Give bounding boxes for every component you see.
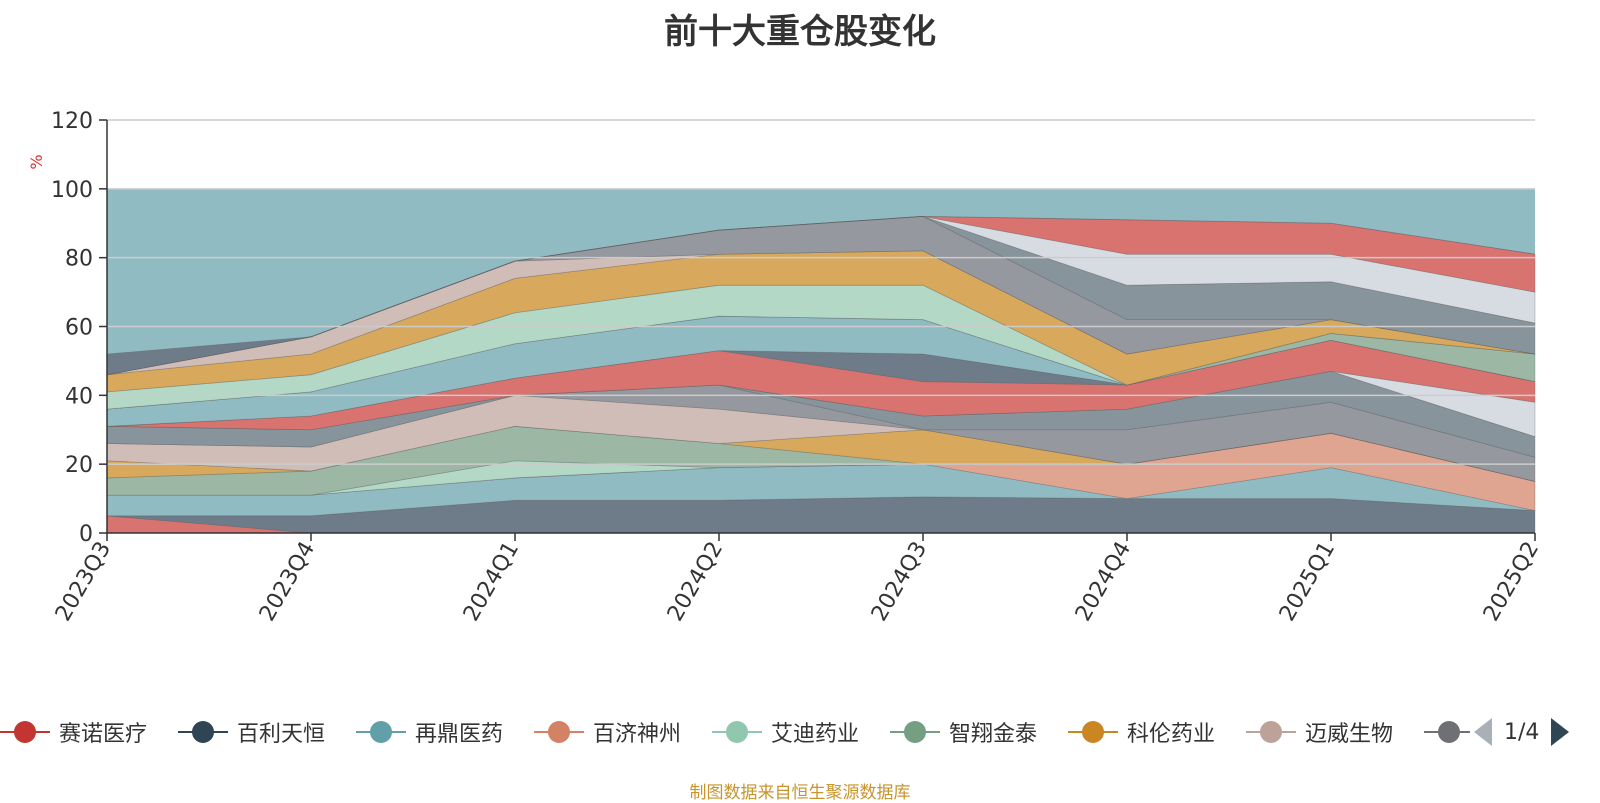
x-tick-label: 2025Q1 xyxy=(1275,538,1340,626)
chart-title: 前十大重仓股变化 xyxy=(664,12,936,52)
x-tick-label: 2024Q3 xyxy=(867,538,932,626)
legend-item[interactable]: 智翔金泰 xyxy=(890,712,1037,752)
area-band-21 xyxy=(106,215,1536,376)
legend-prev-arrow-icon[interactable] xyxy=(1474,718,1492,746)
y-tick-label: 120 xyxy=(51,109,93,134)
legend-item[interactable] xyxy=(1424,712,1483,752)
area-band-22 xyxy=(106,215,1536,376)
legend-label: 迈威生物 xyxy=(1305,722,1394,747)
legend: 赛诺医疗 百利天恒 再鼎医药 百济神州 艾迪药业 智翔金泰 科伦药业 迈威生物 xyxy=(0,712,1600,752)
legend-item[interactable]: 迈威生物 xyxy=(1246,712,1393,752)
legend-marker-icon xyxy=(356,719,406,745)
legend-item[interactable]: 赛诺医疗 xyxy=(0,712,147,752)
x-tick-label: 2023Q4 xyxy=(255,538,320,626)
legend-label: 百利天恒 xyxy=(237,722,326,747)
legend-item[interactable]: 百利天恒 xyxy=(178,712,325,752)
y-axis-unit: % xyxy=(27,154,46,169)
x-tick-label: 2024Q1 xyxy=(459,538,524,626)
x-tick-label: 2024Q2 xyxy=(663,538,728,626)
legend-marker-icon xyxy=(0,719,50,745)
legend-page-indicator: 1/4 xyxy=(1504,719,1540,745)
legend-item[interactable]: 百济神州 xyxy=(534,712,681,752)
y-tick-label: 100 xyxy=(51,178,93,203)
y-tick-label: 40 xyxy=(65,384,93,409)
legend-label: 智翔金泰 xyxy=(949,722,1038,747)
data-source-note: 制图数据来自恒生聚源数据库 xyxy=(689,783,911,803)
legend-label: 百济神州 xyxy=(593,722,682,747)
legend-marker-icon xyxy=(890,719,940,745)
area-band-16 xyxy=(106,250,1536,393)
y-tick-label: 0 xyxy=(79,522,93,547)
legend-label: 再鼎医药 xyxy=(415,722,504,747)
legend-marker-icon xyxy=(1424,719,1474,745)
legend-item[interactable]: 艾迪药业 xyxy=(712,712,859,752)
legend-label: 艾迪药业 xyxy=(771,722,860,747)
legend-marker-icon xyxy=(534,719,584,745)
area-bands xyxy=(106,188,1536,534)
legend-marker-icon xyxy=(178,719,228,745)
y-tick-label: 80 xyxy=(65,247,93,272)
legend-item[interactable]: 再鼎医药 xyxy=(356,712,503,752)
legend-next-arrow-icon[interactable] xyxy=(1551,718,1570,746)
x-tick-label: 2025Q2 xyxy=(1479,538,1544,626)
x-tick-label: 2023Q3 xyxy=(51,538,116,626)
area-band-5 xyxy=(106,425,1536,496)
area-band-20 xyxy=(106,215,1536,376)
area-band-11 xyxy=(106,339,1536,431)
chart-area: 0 20 40 60 80 100 120 2023Q3 2023Q4 2024Q1 2024Q2 2… xyxy=(27,109,1544,626)
legend-marker-icon xyxy=(712,719,762,745)
legend-pager: 1/4 xyxy=(1470,712,1600,752)
grid-lines xyxy=(107,119,1535,465)
y-tick-label: 20 xyxy=(65,453,93,478)
area-band-19 xyxy=(106,215,1536,376)
x-tick-label: 2024Q4 xyxy=(1071,538,1136,626)
y-tick-label: 60 xyxy=(65,316,93,341)
legend-label: 赛诺医疗 xyxy=(59,722,148,747)
legend-marker-icon xyxy=(1068,719,1118,745)
legend-item[interactable]: 科伦药业 xyxy=(1068,712,1215,752)
legend-label: 科伦药业 xyxy=(1127,722,1216,747)
legend-marker-icon xyxy=(1246,719,1296,745)
